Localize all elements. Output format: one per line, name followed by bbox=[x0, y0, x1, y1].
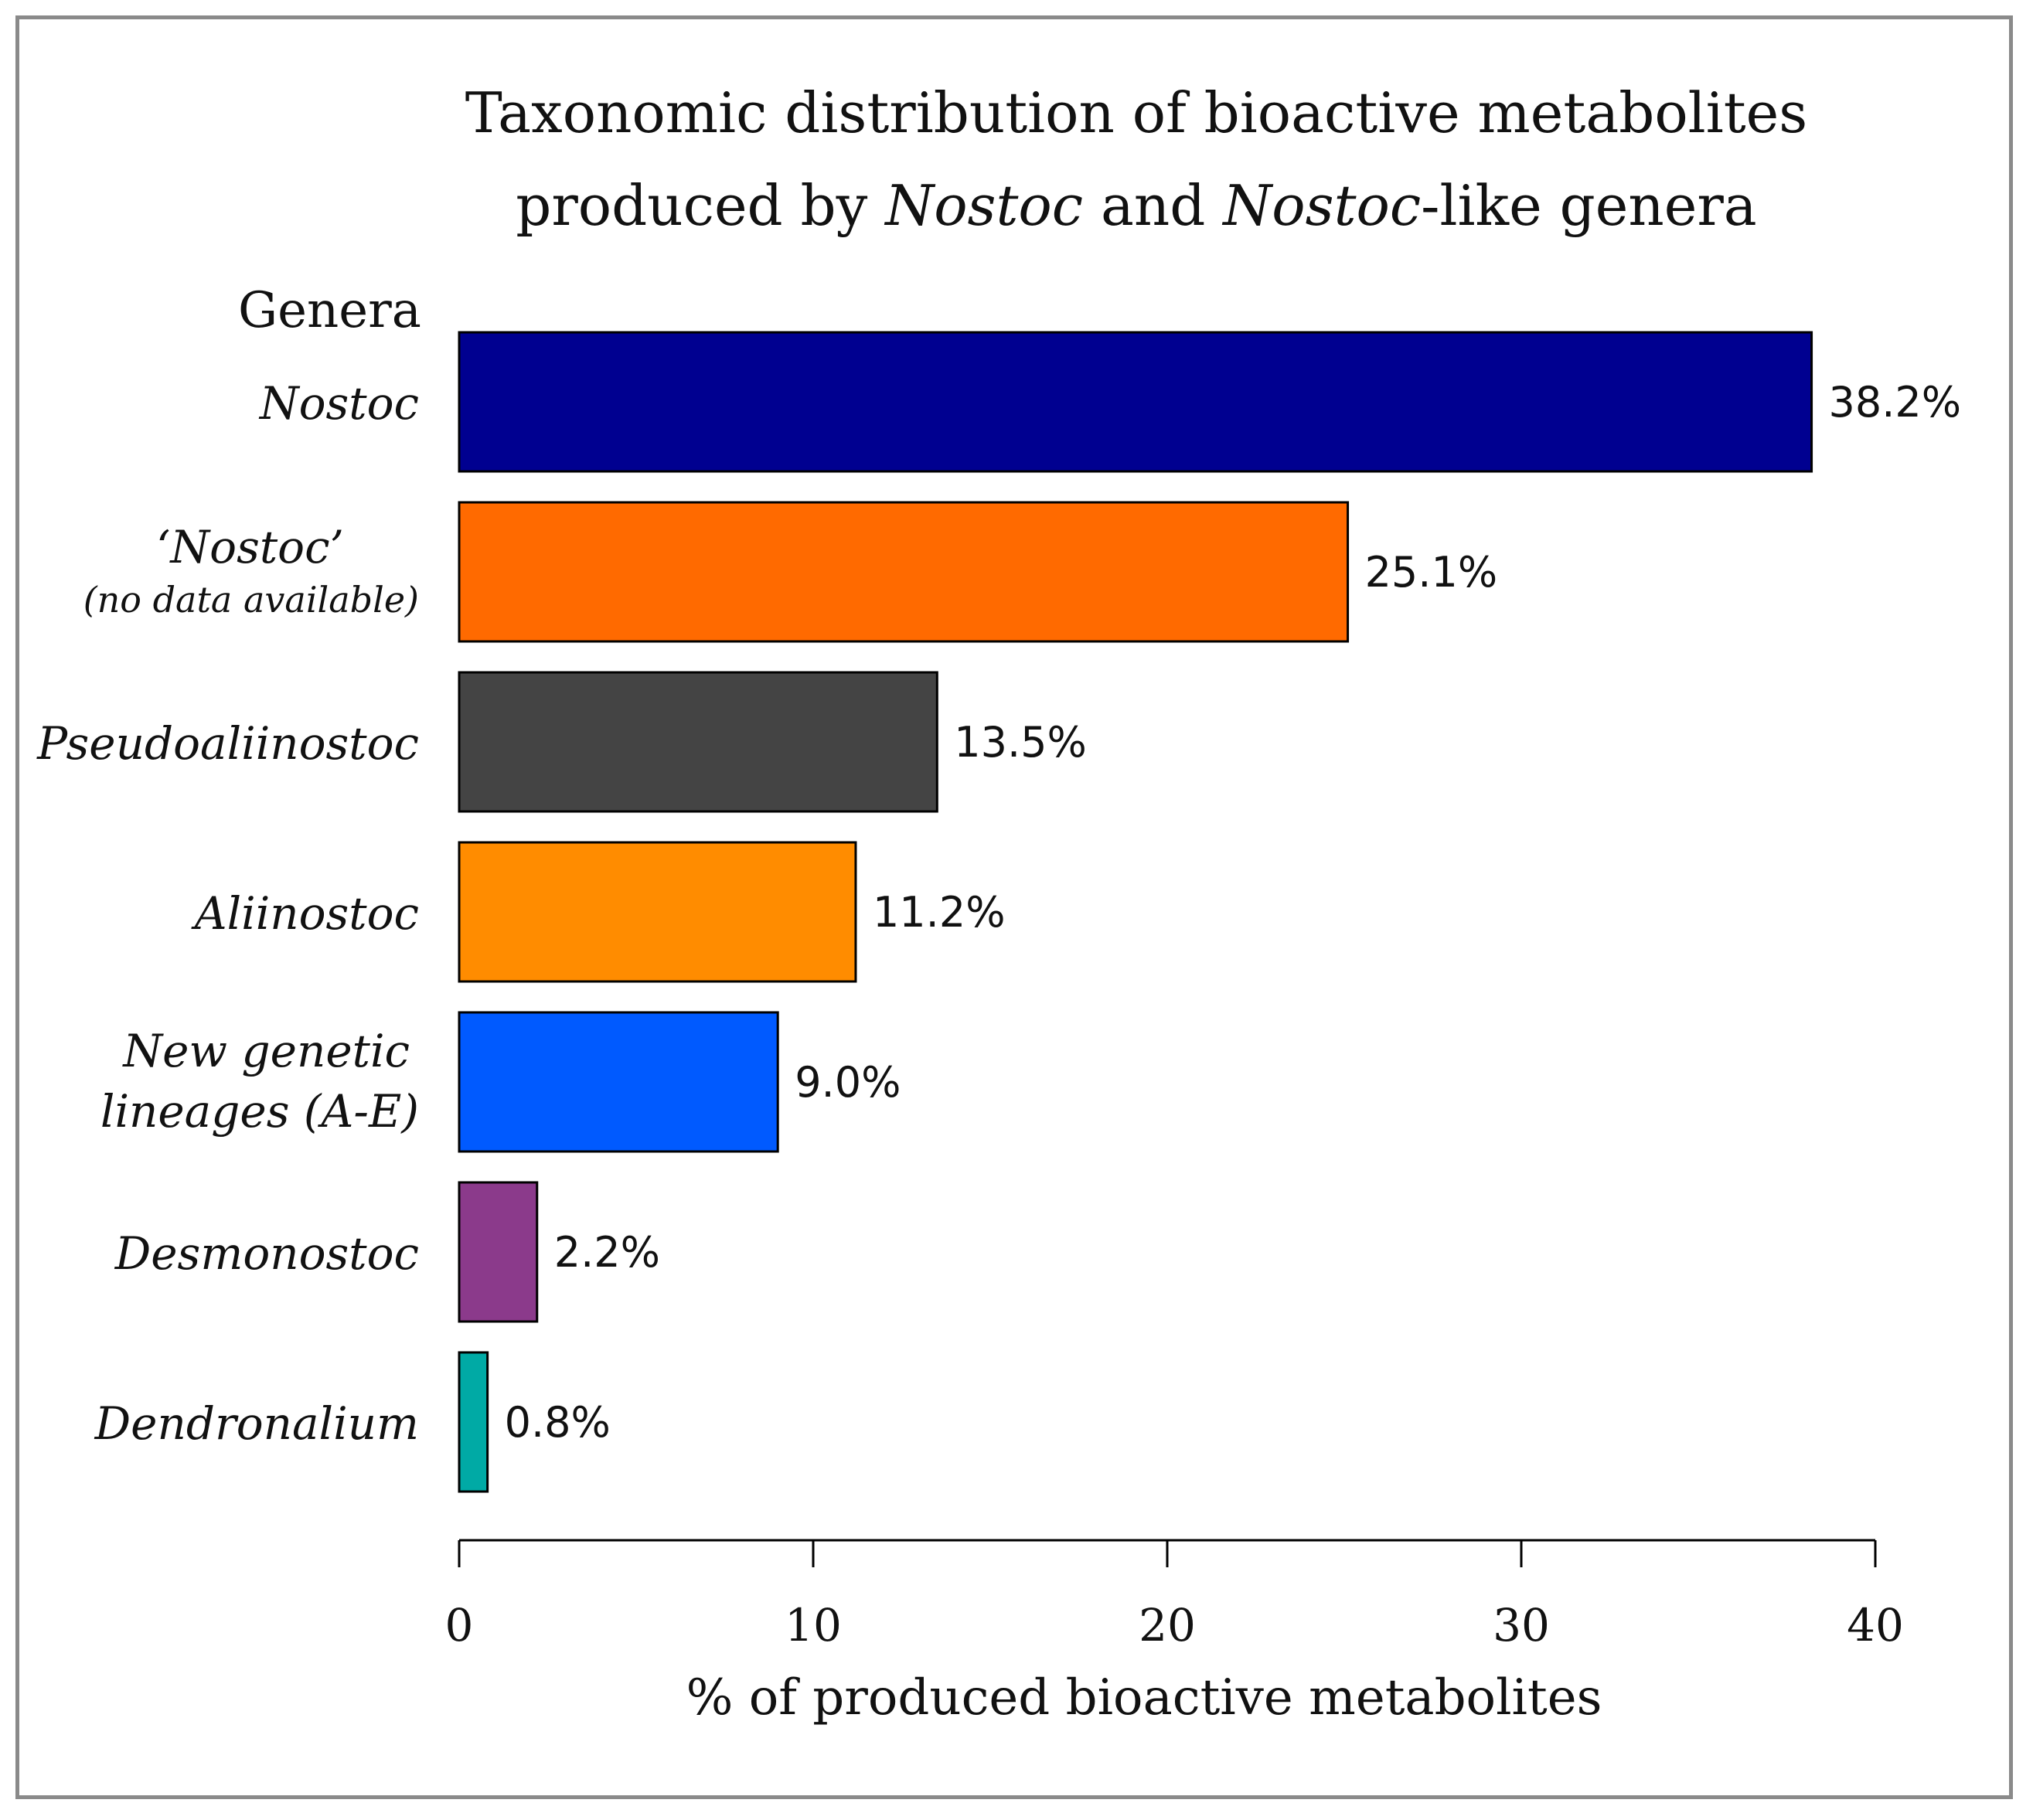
category-label: Pseudoaliinostoc bbox=[36, 717, 419, 770]
x-tick-label: 40 bbox=[1847, 1599, 1904, 1652]
bar bbox=[458, 331, 1813, 473]
bar bbox=[458, 1351, 489, 1493]
y-axis-label: Genera bbox=[238, 282, 421, 339]
chart-title-line-2: produced by Nostoc and Nostoc-like gener… bbox=[516, 173, 1757, 238]
bar bbox=[458, 671, 938, 813]
bar-value-label: 0.8% bbox=[505, 1398, 611, 1447]
x-tick-label: 0 bbox=[445, 1599, 474, 1652]
category-label: Dendronalium bbox=[94, 1397, 419, 1450]
bar-value-label: 11.2% bbox=[873, 888, 1006, 937]
bar bbox=[458, 501, 1350, 643]
bar-value-label: 13.5% bbox=[954, 718, 1087, 767]
category-label: lineages (A-E) bbox=[100, 1085, 419, 1138]
bar bbox=[458, 1011, 779, 1153]
category-label: Desmonostoc bbox=[114, 1227, 419, 1280]
bar-value-label: 2.2% bbox=[554, 1228, 660, 1277]
category-label: ‘Nostoc’ bbox=[156, 521, 344, 573]
bar-value-label: 25.1% bbox=[1365, 548, 1498, 597]
bar-value-label: 9.0% bbox=[795, 1058, 901, 1107]
category-label: Nostoc bbox=[258, 377, 419, 430]
category-label: (no data available) bbox=[83, 579, 419, 621]
category-label: Aliinostoc bbox=[191, 887, 419, 940]
x-tick-label: 30 bbox=[1493, 1599, 1550, 1652]
x-tick-label: 20 bbox=[1139, 1599, 1196, 1652]
bar bbox=[458, 1181, 539, 1323]
bar bbox=[458, 841, 857, 983]
bar-value-label: 38.2% bbox=[1829, 378, 1962, 427]
chart-title-line-1: Taxonomic distribution of bioactive meta… bbox=[465, 80, 1808, 145]
figure-frame bbox=[15, 15, 2013, 1799]
x-tick-label: 10 bbox=[785, 1599, 842, 1652]
x-axis-label: % of produced bioactive metabolites bbox=[686, 1669, 1602, 1726]
category-label: New genetic bbox=[121, 1025, 410, 1077]
